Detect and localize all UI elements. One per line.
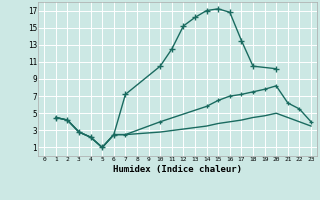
X-axis label: Humidex (Indice chaleur): Humidex (Indice chaleur) [113,165,242,174]
